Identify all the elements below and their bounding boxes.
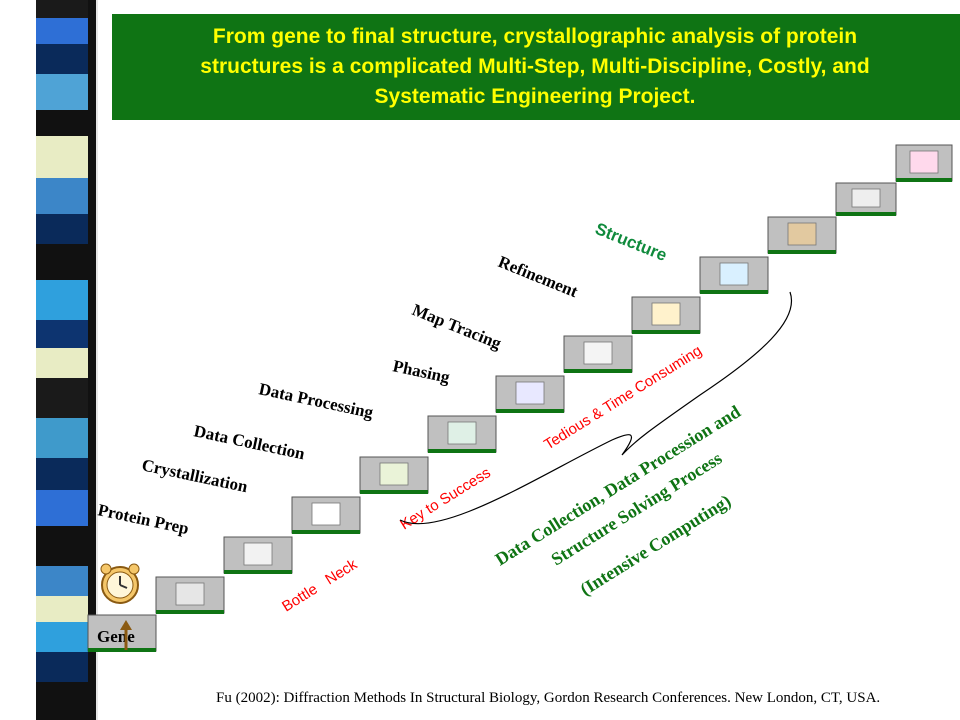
decorative-stripe: [0, 0, 98, 720]
step-thumbnail: [651, 302, 681, 326]
step-thumbnail: [515, 381, 545, 405]
step-thumbnail: [583, 341, 613, 365]
step-thumbnail: [719, 262, 749, 286]
step-label-crystallization: Crystallization: [140, 455, 250, 496]
step-thumbnail: [447, 421, 477, 445]
step-structure-3: [767, 216, 837, 254]
step-thumbnail: [175, 582, 205, 606]
arrow-up-icon: [120, 620, 132, 650]
step-structure-2: [699, 256, 769, 294]
computing-line-1: Data Collection, Data Procession and: [492, 401, 744, 569]
step-data-processing: [359, 456, 429, 494]
step-label-refinement: Refinement: [496, 252, 581, 301]
step-map-tracing: [495, 375, 565, 413]
step-phasing: [427, 415, 497, 453]
step-gene: [87, 614, 157, 652]
step-structure-5: [895, 144, 953, 182]
step-thumbnail: [311, 502, 341, 526]
step-data-collection: [291, 496, 361, 534]
step-thumbnail: [379, 462, 409, 486]
step-crystallization: [223, 536, 293, 574]
step-label-structure: Structure: [593, 219, 670, 265]
steps-group: [87, 144, 953, 652]
citation: Fu (2002): Diffraction Methods In Struct…: [216, 690, 881, 706]
step-structure-4: [835, 182, 897, 216]
banner-line-2: structures is a complicated Multi-Step, …: [200, 55, 870, 78]
step-label-phasing: Phasing: [391, 356, 452, 387]
step-label-protein-prep: Protein Prep: [96, 500, 190, 538]
step-structure-1: [631, 296, 701, 334]
brace: [399, 291, 793, 525]
step-protein-prep: [155, 576, 225, 614]
banner-line-1: From gene to final structure, crystallog…: [212, 25, 858, 48]
banner-line-3: Systematic Engineering Project.: [374, 85, 696, 108]
step-thumbnail: [851, 188, 881, 208]
step-label-data-processing: Data Processing: [257, 379, 375, 422]
step-thumbnail: [909, 150, 939, 174]
step-thumbnail: [787, 222, 817, 246]
step-refinement: [563, 335, 633, 373]
alarm-clock-icon: [100, 563, 140, 604]
step-label-data-collection: Data Collection: [192, 421, 307, 463]
step-thumbnail: [243, 542, 273, 566]
step-label-map-tracing: Map Tracing: [410, 300, 505, 353]
banner-title: From gene to final structure, crystallog…: [130, 22, 940, 112]
title-banner: [112, 14, 960, 120]
